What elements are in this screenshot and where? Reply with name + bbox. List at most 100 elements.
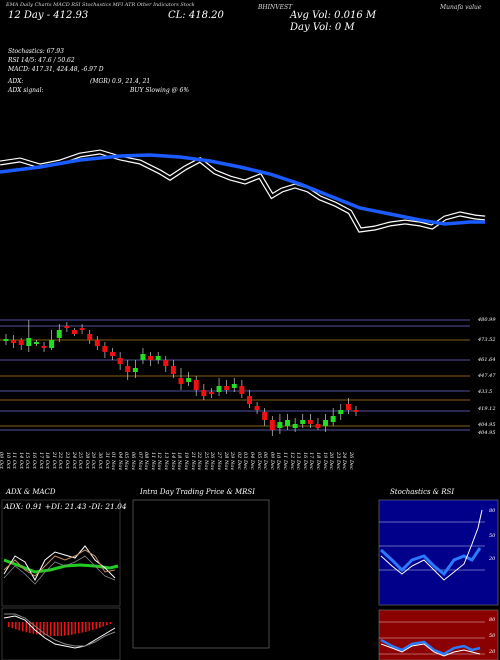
candle-body xyxy=(277,422,283,428)
adx-label: ADX: xyxy=(8,78,24,85)
macd-bar xyxy=(109,622,112,624)
price-level-3: 461.64 xyxy=(478,357,496,363)
candle-body xyxy=(33,342,39,344)
macd-bar xyxy=(15,622,17,630)
macd-bar xyxy=(74,622,77,635)
candle-body xyxy=(3,339,9,341)
ema-12-label: 12 Day - 412.93 xyxy=(8,10,89,21)
candle-body xyxy=(94,340,100,346)
stochastics-value: Stochastics: 67.93 xyxy=(8,48,64,55)
rsi-value: RSI 14/5: 47.6 / 50.62 xyxy=(8,57,75,64)
macd-bar xyxy=(18,622,21,631)
macd-value: MACD: 417.31, 424.48, -6.97 D xyxy=(8,66,104,73)
price-level-2: 473.52 xyxy=(478,337,496,343)
price-level-1: 480.99 xyxy=(478,317,496,323)
macd-bar xyxy=(106,622,108,626)
stoch-white-line xyxy=(380,509,483,581)
candle-body xyxy=(307,420,313,424)
candle-body xyxy=(254,406,260,410)
candle-body xyxy=(148,356,154,360)
macd-bar xyxy=(67,622,70,636)
candle-body xyxy=(353,410,359,412)
macd-bar xyxy=(22,622,24,632)
candle-body xyxy=(201,390,207,396)
price-level-6: 419.12 xyxy=(478,406,496,412)
macd-bar xyxy=(53,622,56,636)
candle-body xyxy=(79,328,85,330)
macd-bar xyxy=(95,622,98,629)
candle-body xyxy=(330,416,336,422)
candle-body xyxy=(246,396,252,404)
macd-bar xyxy=(57,622,59,636)
macd-bar xyxy=(11,622,14,629)
stoch-tick-20: 20 xyxy=(489,556,496,562)
macd-bar xyxy=(92,622,94,630)
macd-bar xyxy=(64,622,66,636)
stoch-panel-title: Stochastics & RSI xyxy=(390,488,455,496)
header-ticker: BHINVEST xyxy=(258,4,293,11)
macd-bar xyxy=(60,622,63,636)
candle-body xyxy=(315,424,321,428)
candle-body xyxy=(71,330,77,334)
candle-body xyxy=(262,412,268,420)
candle-body xyxy=(110,352,116,356)
price-level-lines xyxy=(0,319,470,431)
price-level-4: 447.47 xyxy=(478,373,496,379)
day-volume-label: Day Vol: 0 M xyxy=(290,22,355,33)
price-level-5: 433.5 xyxy=(478,389,493,395)
macd-bar xyxy=(85,622,87,632)
candle-body xyxy=(193,380,199,390)
adx-panel-title: ADX & MACD xyxy=(6,488,56,496)
candle-body xyxy=(132,368,138,372)
macd-bar xyxy=(39,622,42,635)
rsi-tick-20: 20 xyxy=(489,649,496,655)
candle-body xyxy=(216,386,222,392)
ema-blue-line xyxy=(0,153,485,226)
macd-bar xyxy=(99,622,101,628)
candle-body xyxy=(323,420,329,426)
candle-body xyxy=(56,330,62,338)
candle-body xyxy=(186,378,192,382)
candle-body xyxy=(170,366,176,374)
candle-body xyxy=(102,346,108,352)
rsi-tick-50: 50 xyxy=(489,633,496,639)
candle-body xyxy=(87,334,93,340)
macd-bar xyxy=(71,622,73,635)
candle-body xyxy=(125,366,131,372)
candle-body xyxy=(208,392,214,394)
candle-body xyxy=(292,424,298,428)
macd-bar xyxy=(36,622,38,635)
macd-bar xyxy=(102,622,105,627)
avg-volume-label: Avg Vol: 0.016 M xyxy=(290,10,377,21)
candle-body xyxy=(338,410,344,414)
header-munafa: Munafa value xyxy=(440,4,482,11)
stochastics-panel xyxy=(378,499,499,606)
candle-body xyxy=(345,404,351,410)
candle-body xyxy=(26,338,32,346)
adx-di-values: ADX: 0.91 +DI: 21.43 -DI: 21.04 xyxy=(4,502,127,511)
candle-body xyxy=(64,326,70,328)
candle-body xyxy=(178,378,184,384)
candle-body xyxy=(155,356,161,360)
buy-signal: BUY Slowing @ 6% xyxy=(130,87,190,94)
price-level-8: 404.95 xyxy=(478,430,496,436)
candle-body xyxy=(140,354,146,360)
stoch-tick-50: 50 xyxy=(489,533,496,539)
rsi-panel xyxy=(378,609,499,660)
candle-body xyxy=(117,358,123,364)
header-indicators-text: EMA Daily Charts MACD RSI Stochastics MF… xyxy=(6,2,195,8)
candle-body xyxy=(49,340,55,348)
macd-bar xyxy=(46,622,49,636)
candle-body xyxy=(163,360,169,366)
rsi-tick-80: 80 xyxy=(489,617,496,623)
macd-bar xyxy=(78,622,80,634)
macd-bar xyxy=(50,622,52,636)
candle-body xyxy=(18,340,24,345)
candle-body xyxy=(285,420,291,426)
plus-di-line xyxy=(3,545,116,582)
candle-body xyxy=(41,346,47,348)
candles xyxy=(3,320,359,436)
intraday-panel xyxy=(132,499,270,649)
